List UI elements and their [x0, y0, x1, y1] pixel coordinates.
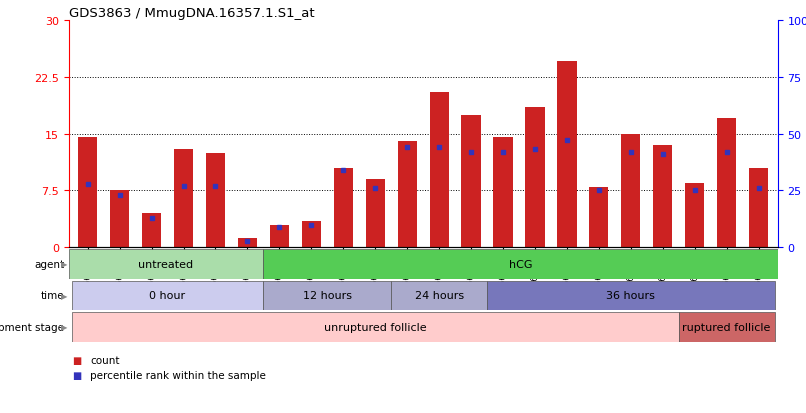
Bar: [264, 249, 778, 279]
Text: ■: ■: [73, 356, 81, 366]
Text: agent: agent: [35, 259, 64, 269]
Bar: [174, 150, 193, 248]
Text: GDS3863 / MmugDNA.16357.1.S1_at: GDS3863 / MmugDNA.16357.1.S1_at: [69, 7, 314, 19]
Text: hCG: hCG: [509, 259, 532, 269]
Bar: [717, 119, 736, 248]
Text: 0 hour: 0 hour: [149, 291, 185, 301]
Bar: [397, 142, 417, 248]
Bar: [264, 281, 391, 311]
Text: 36 hours: 36 hours: [606, 291, 655, 301]
Bar: [589, 187, 609, 248]
Text: 12 hours: 12 hours: [303, 291, 351, 301]
Text: percentile rank within the sample: percentile rank within the sample: [90, 370, 266, 380]
Text: ruptured follicle: ruptured follicle: [683, 322, 771, 332]
Bar: [653, 145, 672, 248]
Bar: [487, 281, 775, 311]
Bar: [206, 153, 225, 248]
Bar: [621, 134, 641, 248]
Bar: [391, 281, 487, 311]
Text: untreated: untreated: [139, 259, 193, 269]
Text: ▶: ▶: [61, 260, 68, 269]
Text: ■: ■: [73, 370, 81, 380]
Bar: [334, 169, 353, 248]
Bar: [72, 281, 264, 311]
Bar: [557, 62, 576, 248]
Bar: [69, 249, 264, 279]
Bar: [749, 169, 768, 248]
Bar: [238, 239, 257, 248]
Bar: [142, 214, 161, 248]
Bar: [526, 108, 545, 248]
Bar: [493, 138, 513, 248]
Bar: [462, 115, 480, 248]
Bar: [301, 221, 321, 248]
Bar: [366, 180, 384, 248]
Text: unruptured follicle: unruptured follicle: [324, 322, 426, 332]
Text: ▶: ▶: [61, 323, 68, 332]
Bar: [679, 312, 775, 342]
Text: time: time: [41, 291, 64, 301]
Text: ▶: ▶: [61, 291, 68, 300]
Text: development stage: development stage: [0, 322, 64, 332]
Text: count: count: [90, 356, 120, 366]
Bar: [270, 225, 289, 248]
Bar: [110, 191, 129, 248]
Bar: [430, 93, 449, 248]
Bar: [78, 138, 98, 248]
Bar: [72, 312, 679, 342]
Bar: [685, 183, 704, 248]
Text: 24 hours: 24 hours: [414, 291, 463, 301]
